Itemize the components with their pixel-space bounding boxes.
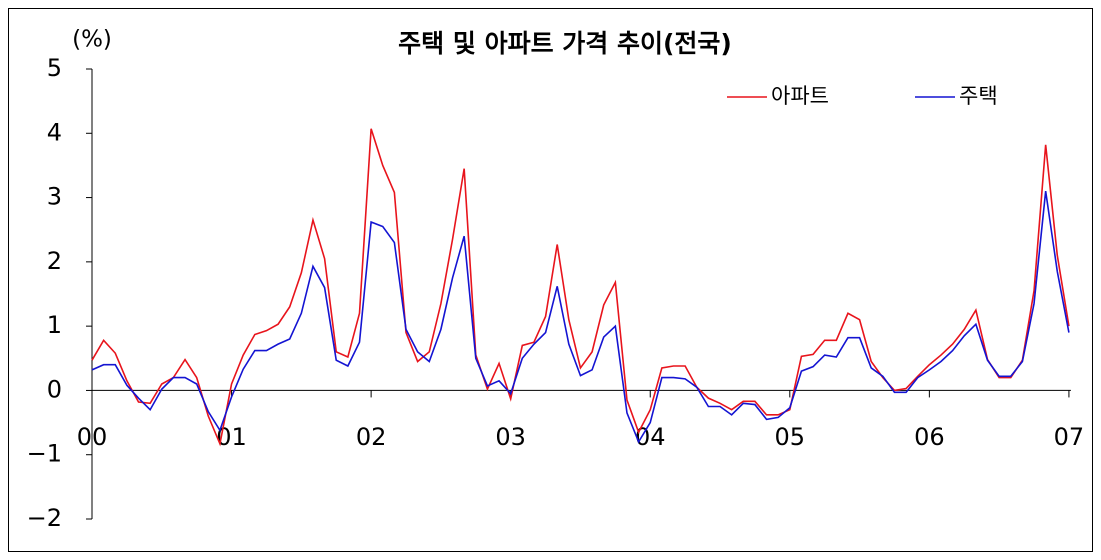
legend-label: 아파트 <box>771 84 829 108</box>
x-tick-label: 04 <box>635 423 666 451</box>
x-tick-label: 06 <box>914 423 945 451</box>
chart-border <box>8 8 1093 552</box>
x-tick-label: 03 <box>495 423 526 451</box>
y-tick-label: −1 <box>27 440 62 468</box>
x-tick-label: 02 <box>356 423 387 451</box>
y-tick-label: −2 <box>27 504 62 532</box>
y-tick-label: 5 <box>47 54 62 82</box>
chart-title: 주택 및 아파트 가격 추이(전국) <box>398 29 732 58</box>
y-tick-label: 0 <box>47 375 62 403</box>
line-series <box>91 128 1070 447</box>
y-axis-unit: (%) <box>72 27 112 53</box>
y-tick-label: 1 <box>47 311 62 339</box>
x-tick-label: 07 <box>1054 423 1085 451</box>
y-tick-label: 2 <box>47 247 62 275</box>
y-tick-label: 4 <box>47 118 62 146</box>
x-tick-label: 00 <box>77 423 108 451</box>
x-tick-label: 05 <box>775 423 806 451</box>
line-series <box>91 191 1070 444</box>
legend-label: 주택 <box>959 84 998 108</box>
y-tick-label: 3 <box>47 183 62 211</box>
